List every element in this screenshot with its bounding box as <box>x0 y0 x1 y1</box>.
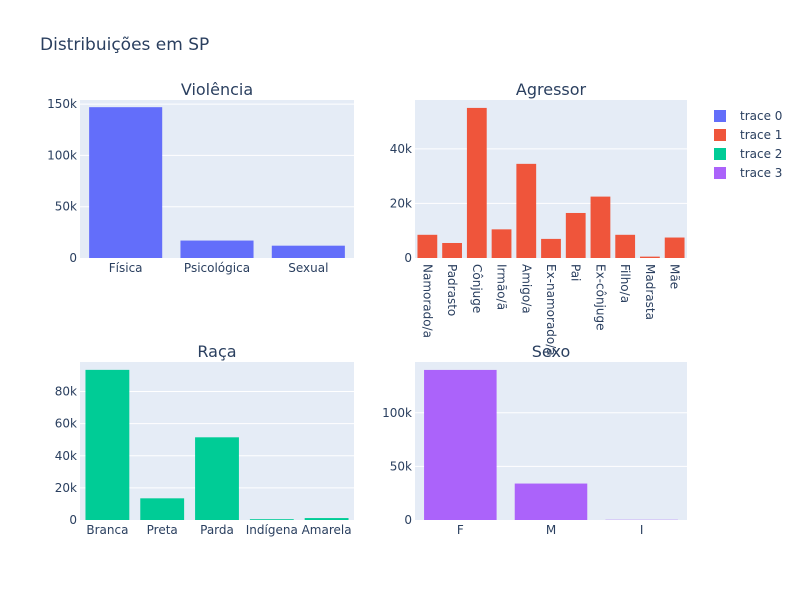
bar-Ex-cônjuge[interactable] <box>590 196 611 258</box>
bar-Madrasta[interactable] <box>640 256 660 258</box>
x-tick-label: Sexual <box>288 261 328 275</box>
y-tick-label: 100k <box>382 406 412 420</box>
x-tick-label: Ex-namorado/a <box>544 264 558 356</box>
bar-Namorado/a[interactable] <box>417 234 438 258</box>
x-tick-label: Amigo/a <box>519 264 533 314</box>
subplot-0: 0 50k 100k 150k Física Psicológica Sexual Violê… <box>47 80 354 275</box>
subplot-title: Agressor <box>516 80 587 99</box>
legend-item[interactable]: trace 2 <box>714 147 782 161</box>
y-tick-label: 0 <box>69 251 77 265</box>
y-tick-label: 0 <box>69 513 77 527</box>
bar-Pai[interactable] <box>565 212 586 258</box>
legend-swatch <box>714 167 726 179</box>
subplot-title: Raça <box>197 342 236 361</box>
x-tick-label: Amarela <box>302 523 352 537</box>
x-tick-label: Namorado/a <box>420 264 434 338</box>
bar-Sexual[interactable] <box>271 245 345 258</box>
x-tick-label: Psicológica <box>184 261 250 275</box>
bar-Ex-namorado/a[interactable] <box>541 238 561 258</box>
bar-Amigo/a[interactable] <box>516 163 537 258</box>
x-tick-label: Cônjuge <box>470 264 484 313</box>
y-tick-label: 50k <box>390 459 412 473</box>
x-tick-label: Branca <box>86 523 128 537</box>
legend-swatch <box>714 148 726 160</box>
bar-Padrasto[interactable] <box>442 242 462 258</box>
y-tick-label: 100k <box>47 148 77 162</box>
bar-Amarela[interactable] <box>304 518 349 520</box>
x-tick-label: Mãe <box>668 264 682 289</box>
legend-swatch <box>714 110 726 122</box>
x-tick-label: I <box>640 523 644 537</box>
x-tick-label: Padrasto <box>445 264 459 316</box>
bar-Irmão/ã[interactable] <box>491 229 512 258</box>
x-tick-label: Filho/a <box>618 264 632 303</box>
y-tick-label: 80k <box>55 385 77 399</box>
bar-Cônjuge[interactable] <box>466 107 487 259</box>
y-tick-label: 40k <box>55 449 77 463</box>
y-tick-label: 0 <box>404 251 412 265</box>
y-tick-label: 20k <box>390 196 412 210</box>
subplot-2: 0 20k 40k 60k 80k Branca Preta Parda Indígena Ama… <box>55 342 354 537</box>
bar-Filho/a[interactable] <box>615 234 636 258</box>
y-tick-label: 50k <box>55 200 77 214</box>
subplot-3: 0 50k 100k F M I Sexo <box>382 342 687 537</box>
legend-label: trace 0 <box>740 109 782 123</box>
legend-item[interactable]: trace 0 <box>714 109 782 123</box>
bar-Parda[interactable] <box>195 437 239 520</box>
x-tick-label: Indígena <box>246 523 298 537</box>
y-tick-label: 150k <box>47 97 77 111</box>
bar-Psicológica[interactable] <box>180 240 254 258</box>
plot-area <box>415 100 687 258</box>
bar-M[interactable] <box>514 483 588 520</box>
bar-Indígena[interactable] <box>249 519 294 520</box>
x-tick-label: M <box>546 523 556 537</box>
x-tick-label: Parda <box>200 523 234 537</box>
bar-Branca[interactable] <box>85 369 130 520</box>
y-tick-label: 40k <box>390 142 412 156</box>
y-tick-label: 60k <box>55 417 77 431</box>
legend-label: trace 1 <box>740 128 782 142</box>
legend-item[interactable]: trace 3 <box>714 166 782 180</box>
x-tick-label: Madrasta <box>643 264 657 320</box>
x-tick-label: Irmão/ã <box>495 264 509 310</box>
bar-Física[interactable] <box>89 107 163 258</box>
x-tick-label: Pai <box>569 264 583 281</box>
legend-swatch <box>714 129 726 141</box>
figure-title: Distribuições em SP <box>40 35 209 55</box>
y-tick-label: 20k <box>55 481 77 495</box>
legend-label: trace 3 <box>740 166 782 180</box>
y-tick-label: 0 <box>404 513 412 527</box>
x-tick-label: Física <box>109 261 143 275</box>
subplot-title: Sexo <box>532 342 570 361</box>
subplot-1: 0 20k 40k Namorado/a Padrasto Cônjuge Irmão/ã A… <box>390 80 687 356</box>
x-tick-label: Preta <box>147 523 178 537</box>
legend-label: trace 2 <box>740 147 782 161</box>
legend-item[interactable]: trace 1 <box>714 128 782 142</box>
legend[interactable]: trace 0 trace 1 trace 2 trace 3 <box>714 109 782 180</box>
x-tick-label: Ex-cônjuge <box>593 264 607 331</box>
bar-Mãe[interactable] <box>664 237 685 258</box>
bar-Preta[interactable] <box>140 498 185 520</box>
x-tick-label: F <box>457 523 464 537</box>
bar-F[interactable] <box>424 369 497 520</box>
subplot-title: Violência <box>181 80 253 99</box>
